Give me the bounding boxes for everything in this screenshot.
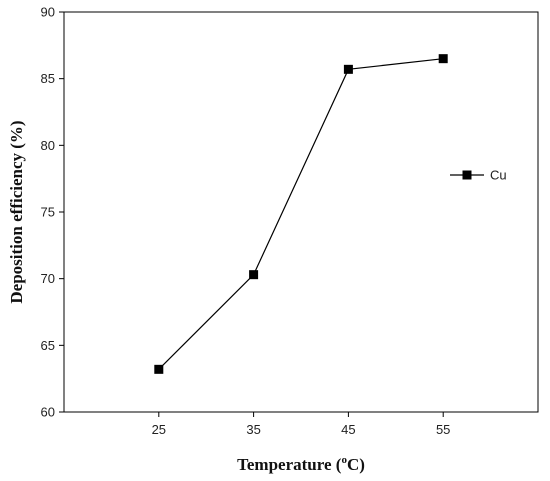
x-axis-title-main: Temperature (: [237, 455, 342, 474]
legend: Cu: [450, 168, 507, 183]
data-point: [154, 364, 164, 374]
data-point: [438, 54, 448, 64]
y-axis-ticks: 60 65 70 75 80 85 90: [41, 5, 64, 420]
legend-marker: [462, 170, 472, 180]
y-tick-label: 65: [41, 338, 55, 353]
x-axis-ticks: 25 35 45 55: [152, 412, 450, 437]
y-tick-label: 80: [41, 138, 55, 153]
data-series: [154, 54, 448, 374]
y-tick-label: 60: [41, 405, 55, 420]
data-point: [249, 270, 259, 280]
y-tick-label: 70: [41, 271, 55, 286]
x-axis-title-superscript: o: [341, 454, 347, 466]
y-tick-label: 90: [41, 5, 55, 20]
x-tick-label: 25: [152, 422, 166, 437]
x-axis-title: Temperature (oC): [237, 454, 365, 474]
plot-frame: [63, 11, 539, 413]
legend-label: Cu: [490, 168, 507, 183]
y-axis-title: Deposition efficiency (%): [7, 120, 26, 303]
x-axis-title-tail: C): [347, 455, 365, 474]
x-tick-label: 35: [246, 422, 260, 437]
series-line: [158, 58, 444, 370]
data-point: [343, 64, 353, 74]
x-tick-label: 45: [341, 422, 355, 437]
y-tick-label: 85: [41, 71, 55, 86]
y-tick-label: 75: [41, 205, 55, 220]
x-tick-label: 55: [436, 422, 450, 437]
